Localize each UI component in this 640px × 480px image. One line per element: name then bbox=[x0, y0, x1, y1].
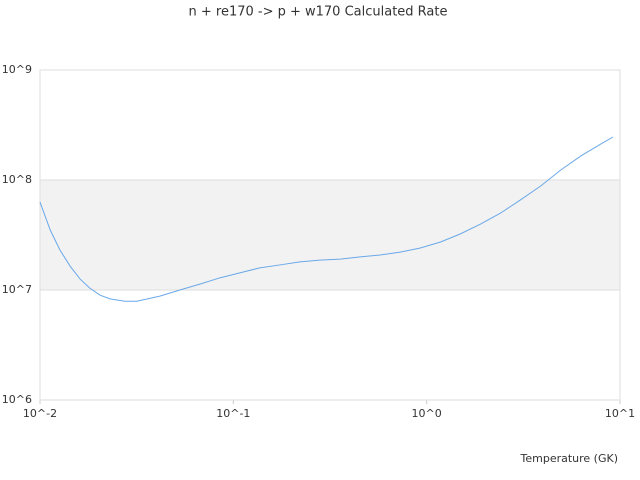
y-tick-label: 10^8 bbox=[2, 173, 32, 186]
x-tick-label: 10^1 bbox=[605, 407, 635, 420]
x-tick-label: 10^0 bbox=[412, 407, 442, 420]
y-tick-label: 10^7 bbox=[2, 283, 32, 296]
data-line bbox=[39, 136, 614, 302]
chart-title: n + re170 -> p + w170 Calculated Rate bbox=[188, 5, 447, 20]
y-tick-label: 10^9 bbox=[2, 63, 32, 76]
x-tick-label: 10^-1 bbox=[216, 407, 250, 420]
grid-band bbox=[40, 180, 620, 290]
y-tick-label: 10^6 bbox=[2, 393, 32, 406]
x-tick-label: 10^-2 bbox=[23, 407, 57, 420]
x-axis-label: Temperature (GK) bbox=[520, 452, 619, 465]
plot-frame bbox=[39, 69, 621, 401]
